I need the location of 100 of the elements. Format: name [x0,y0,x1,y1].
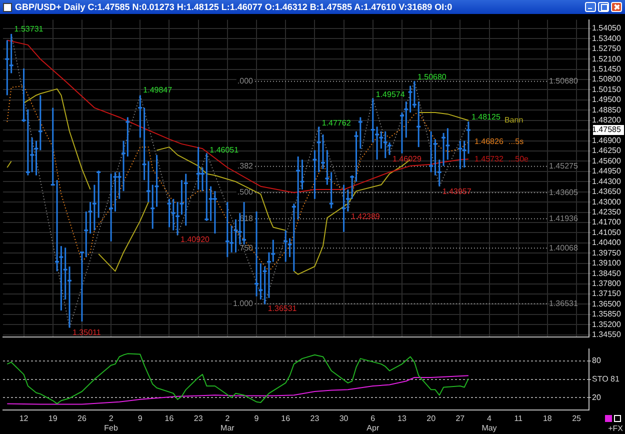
candlestick [171,198,176,232]
y-tick-label: 1.37800 [592,278,622,288]
candlestick [329,171,334,210]
annotation: 1.46051 [210,145,240,154]
y-tick-label: 1.34550 [592,330,622,340]
y-tick-label: 1.52100 [592,54,622,64]
y-tick-label: 1.50800 [592,74,622,84]
y-tick-label: 1.37150 [592,289,622,298]
y-tick-label: 1.36500 [592,299,622,308]
y2-tick-label: .000 [237,76,254,86]
annotation: 1.48125 [471,112,501,122]
candlestick [358,116,362,150]
x-tick-label: 2 Feb [104,414,118,432]
x-tick-label: 20 [426,414,436,423]
y-tick-label: 1.44950 [592,166,622,176]
ref-line-label: 1.45275 [549,162,578,171]
y-tick-label: 1.46900 [592,136,622,145]
x-tick-label: 23 [194,414,204,423]
y-tick-label: 1.45600 [592,156,622,166]
candlestick [442,132,446,167]
x-tick-label: 12 [19,414,29,423]
chart-title: GBP/USD+ Daily C:1.47585 N:0.01273 H:1.48125 L:1.46077 O:1.46312 B:1.47585 A:1.47610 V:31689 OI:0 [15,2,452,12]
y2-tick-label: .500 [237,188,254,197]
y-tick-label: 1.35200 [592,320,622,329]
candlestick [383,130,388,159]
text: ...5s [508,137,524,146]
annotation: 1.42389 [350,212,380,221]
candlestick [184,173,188,226]
candlestick [408,85,412,114]
x-tick-label: 16 [281,414,291,423]
x-tick-label: 25 [572,414,582,423]
candlestick [284,230,288,263]
y-tick-label: 1.43000 [592,197,622,206]
text: ...50e [508,154,530,164]
y-tick-label: 1.48850 [592,105,622,114]
ref-line-label: 1.36531 [549,298,578,308]
x-tick-label: 16 [164,414,174,423]
x-tick-label: 9 [254,414,260,423]
annotation: 1.36531 [268,304,298,313]
x-tick-label: 23 [310,414,320,423]
candlestick [316,126,321,173]
candlestick [167,198,172,228]
candlestick [196,146,200,190]
y-tick-label: 1.51450 [592,64,622,74]
ref-line-label: 1.40068 [549,243,578,252]
candlestick [416,100,421,148]
data-label: 1.46826 [474,137,504,146]
x-tick-label: 30 [339,414,349,423]
candlestick [176,201,180,236]
y-tick-label: 1.46250 [592,146,622,156]
y2-tick-label: .382 [237,161,254,170]
y-axis-title: STO 81 [592,374,620,384]
candlestick [429,130,434,173]
annotation: 1.35011 [72,328,102,337]
annotation: 1.49847 [143,86,173,95]
y-tick-label: 1.39100 [592,258,622,268]
y-tick-label: 1.52750 [592,44,622,54]
x-tick-label: 19 [48,414,58,423]
y2-tick-label: 1.000 [232,298,254,308]
text: +FX [608,424,624,434]
annotation: 1.43957 [442,187,472,196]
candlestick [26,108,30,176]
x-tick-label: 27 [456,414,466,423]
candlestick [109,173,114,242]
y-tick-label: 1.53400 [592,34,622,43]
y2-tick-label: .750 [237,243,254,252]
y-tick-label: 20 [592,392,602,402]
y-tick-label: 1.43650 [592,187,622,196]
candlestick [342,184,346,233]
y-tick-label: 1.38450 [592,268,622,278]
candlestick [458,140,462,170]
x-tick-label: 4 May [482,414,497,432]
y-tick-label: 1.47585 [592,125,622,134]
y-tick-label: 1.40400 [592,238,622,248]
candlestick [126,116,130,158]
ref-line-label: 1.43605 [549,188,578,197]
y-tick-label: 1.48200 [592,116,622,125]
y-tick-label: 1.49500 [592,95,622,104]
annotation: 1.50680 [417,72,447,82]
annotation: 1.53731 [14,24,44,34]
annotation: 1.40920 [180,234,210,244]
x-tick-label: 6 Apr [366,414,380,432]
x-tick-label: 9 [138,414,143,423]
x-tick-label: 26 [78,414,87,423]
candlestick [466,120,470,154]
y-tick-label: 1.39750 [592,248,622,258]
x-tick-label: 2 Mar [220,414,235,432]
candlestick [150,184,155,230]
x-tick-label: 11 [514,414,524,423]
y-tick-label: 80 [592,356,602,366]
annotation: 1.46029 [392,154,422,164]
y-tick-label: 1.42350 [592,207,622,216]
x-tick-label: 18 [542,414,552,423]
y-tick-label: 1.35850 [592,310,622,319]
ref-line-label: 1.50680 [549,76,578,86]
annotation: 1.49574 [376,90,406,99]
candlestick [38,94,42,151]
text: Bann [504,116,524,125]
x-tick-label: 13 [398,414,407,423]
y-tick-label: 1.54050 [592,24,622,33]
